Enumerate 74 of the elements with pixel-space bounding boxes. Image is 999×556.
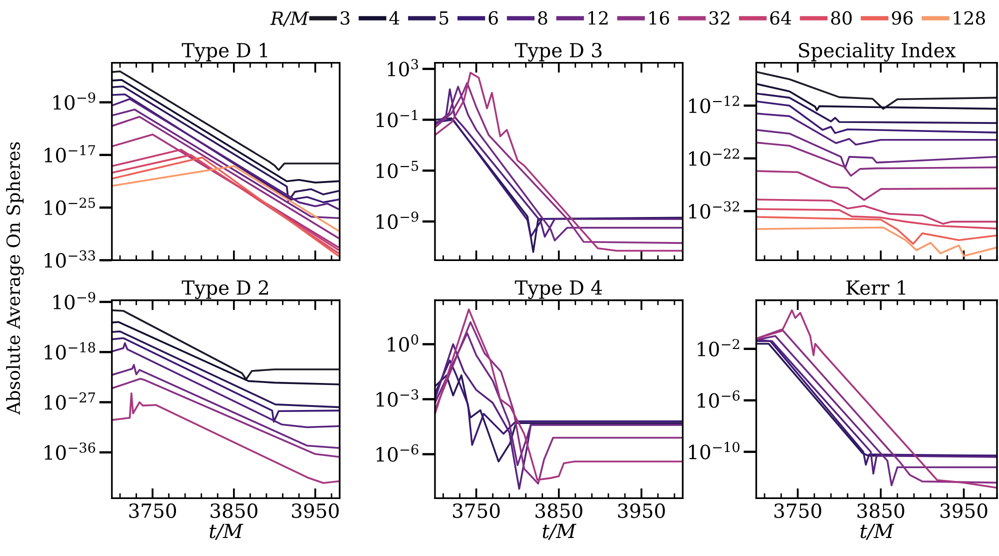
line-series [756,142,997,177]
y-tick-label: 10$^{−18}$ [44,342,96,360]
chart-title: Type D 1 [182,42,268,62]
y-tick-label: 10$^{−2}$ [698,338,740,356]
y-tick-label: 10$^{−6}$ [376,444,418,462]
y-tick-label: 10$^{−1}$ [376,110,418,128]
x-tick-label: 3750 [129,503,176,518]
line-series [756,100,997,134]
line-series [112,378,339,458]
y-tick-label: 10$^{−36}$ [44,442,96,460]
y-tick-label: 10$^{−22}$ [689,148,740,166]
legend-label: 128 [954,11,985,25]
line-series [112,392,339,484]
x-tick-label: 3950 [940,503,988,518]
x-tick-label: 3950 [292,503,339,518]
legend-label: 8 [538,11,548,25]
x-tick-label: 3750 [452,503,500,518]
x-tick-label: 3950 [618,503,665,518]
line-series [112,364,339,449]
x-tick-label: 3850 [210,503,258,518]
line-series [756,92,997,124]
y-tick-label: 10$^{−10}$ [689,442,740,460]
legend-label: 6 [488,11,498,25]
y-tick-label: 10$^{−5}$ [376,160,418,178]
line-series [112,79,339,184]
line-series [756,129,997,170]
chart-title: Kerr 1 [846,280,906,295]
line-series [756,216,997,245]
legend-label: 80 [831,11,852,25]
legend-label: 64 [770,11,792,25]
line-series [434,374,683,462]
line-series [434,332,683,466]
line-series [756,226,997,257]
line-series [756,198,997,225]
y-tick-label: 10$^{−9}$ [53,92,96,110]
line-series [756,208,997,230]
y-tick-label: 10$^{−6}$ [698,390,740,408]
y-tick-label: 10$^{−9}$ [376,212,418,230]
y-tick-label: 10$^{−3}$ [376,389,418,407]
x-axis-title: t/M [210,524,244,540]
y-tick-label: 10$^{−12}$ [689,96,740,114]
line-series [756,112,997,146]
y-tick-label: 10$^{−9}$ [53,292,96,310]
x-tick-label: 3850 [858,503,904,518]
y-tick-label: 10$^{−17}$ [44,145,96,162]
y-tick-label: 10$^{−27}$ [44,392,96,410]
x-tick-label: 3750 [774,503,822,518]
legend-title: R/M [270,12,309,26]
chart-title: Type D 4 [514,280,602,300]
y-tick-label: 10$^{0}$ [388,334,418,352]
x-axis-title: t/M [542,524,576,540]
legend-label: 5 [440,11,448,25]
y-tick-label: 10$^{3}$ [388,58,418,76]
x-axis-title: t/M [860,524,894,540]
chart-title: Type D 2 [182,280,268,300]
line-series [756,70,997,110]
legend-label: 4 [389,11,400,25]
y-tick-label: 10$^{−32}$ [689,201,740,219]
line-series [434,360,683,446]
legend-label: 32 [710,11,730,25]
x-tick-label: 3850 [536,503,582,518]
line-series [112,70,339,171]
legend-label: 12 [588,11,608,25]
y-tick-label: 10$^{−25}$ [44,198,95,216]
line-series [112,108,339,220]
y-axis-title: Absolute Average On Spheres [6,142,24,415]
line-series [112,330,339,408]
line-series [756,170,997,201]
chart-title: Type D 3 [514,42,602,62]
chart-title: Speciality Index [798,42,956,62]
legend-label: 16 [649,11,670,25]
y-tick-label: 10$^{−33}$ [44,250,95,268]
legend-label: 3 [340,11,350,25]
legend-label: 96 [892,11,913,25]
